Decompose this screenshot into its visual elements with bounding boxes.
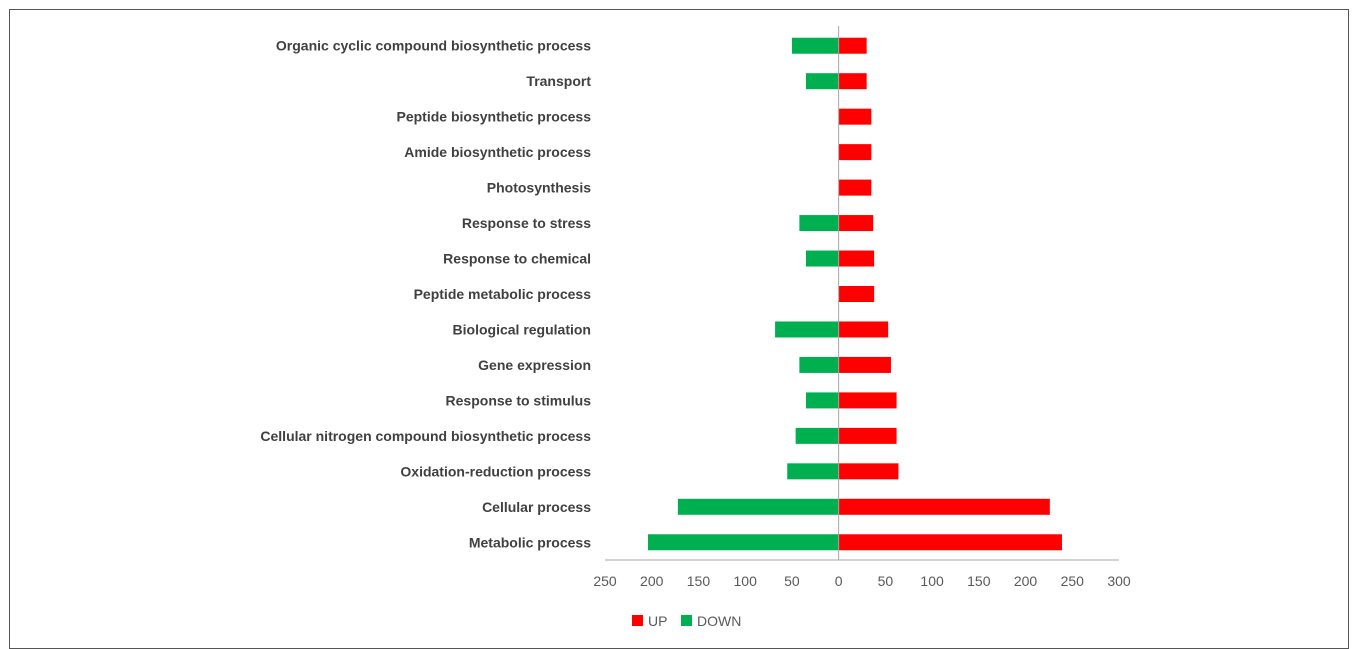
- bar-down-gene-expression: [799, 356, 839, 373]
- bar-down-cellular-process: [677, 498, 839, 515]
- bar-down-metabolic-process: [647, 534, 839, 551]
- category-label-cellular-process: Cellular process: [482, 499, 591, 515]
- category-label-response-to-chemical: Response to chemical: [443, 251, 591, 267]
- bar-down-response-to-stimulus: [805, 392, 839, 409]
- category-label-cellular-nitrogen-compound-biosynthetic-process: Cellular nitrogen compound biosynthetic …: [260, 428, 591, 444]
- x-tick-label: 0: [835, 573, 843, 589]
- bar-up-cellular-nitrogen-compound-biosynthetic-process: [838, 427, 897, 444]
- bar-down-response-to-chemical: [805, 250, 839, 267]
- bar-up-photosynthesis: [838, 179, 872, 196]
- x-tick-label: 150: [687, 573, 711, 589]
- bar-up-amide-biosynthetic-process: [838, 144, 872, 161]
- category-label-biological-regulation: Biological regulation: [453, 321, 591, 337]
- x-tick-label: 50: [784, 573, 800, 589]
- bar-up-peptide-biosynthetic-process: [838, 108, 872, 125]
- x-tick-label: 200: [640, 573, 664, 589]
- go-enrichment-bar-chart: Organic cyclic compound biosynthetic pro…: [260, 26, 1131, 628]
- bar-down-response-to-stress: [799, 215, 839, 232]
- bar-up-response-to-stress: [838, 215, 874, 232]
- category-label-gene-expression: Gene expression: [478, 357, 591, 373]
- legend-label-up: UP: [648, 613, 667, 628]
- x-tick-label: 250: [593, 573, 617, 589]
- bar-down-oxidation-reduction-process: [787, 463, 839, 480]
- category-label-transport: Transport: [526, 73, 591, 89]
- x-tick-labels: 250 200 150 100 50 0 50 100 150 200 250 300: [593, 573, 1131, 589]
- bar-up-gene-expression: [838, 356, 891, 373]
- bar-down-biological-regulation: [775, 321, 839, 338]
- category-label-organic-cyclic-compound-biosynthetic-process: Organic cyclic compound biosynthetic pro…: [276, 38, 591, 54]
- bars-layer: [647, 37, 1062, 551]
- category-label-peptide-biosynthetic-process: Peptide biosynthetic process: [397, 109, 592, 125]
- bar-up-organic-cyclic-compound-biosynthetic-process: [838, 37, 867, 54]
- category-label-peptide-metabolic-process: Peptide metabolic process: [414, 286, 592, 302]
- bar-down-cellular-nitrogen-compound-biosynthetic-process: [795, 427, 839, 444]
- legend: UP DOWN: [632, 613, 741, 628]
- bar-down-organic-cyclic-compound-biosynthetic-process: [791, 37, 839, 54]
- bar-up-response-to-stimulus: [838, 392, 897, 409]
- bar-up-biological-regulation: [838, 321, 889, 338]
- category-label-metabolic-process: Metabolic process: [469, 534, 591, 550]
- legend-swatch-down: [681, 615, 692, 626]
- category-label-response-to-stimulus: Response to stimulus: [446, 392, 592, 408]
- bar-down-transport: [805, 73, 839, 90]
- x-tick-label: 150: [967, 573, 991, 589]
- bar-up-cellular-process: [838, 498, 1050, 515]
- x-tick-label: 100: [920, 573, 944, 589]
- x-tick-label: 200: [1014, 573, 1038, 589]
- bar-up-transport: [838, 73, 867, 90]
- bar-up-peptide-metabolic-process: [838, 286, 875, 302]
- bar-up-metabolic-process: [838, 534, 1062, 551]
- x-tick-label: 100: [734, 573, 758, 589]
- bar-up-oxidation-reduction-process: [838, 463, 899, 480]
- category-label-response-to-stress: Response to stress: [462, 215, 591, 231]
- x-tick-label: 300: [1107, 573, 1131, 589]
- category-label-photosynthesis: Photosynthesis: [487, 180, 591, 196]
- category-labels: Organic cyclic compound biosynthetic pro…: [260, 38, 591, 551]
- x-tick-label: 250: [1061, 573, 1085, 589]
- x-tick-label: 50: [878, 573, 894, 589]
- bar-up-response-to-chemical: [838, 250, 875, 267]
- legend-label-down: DOWN: [697, 613, 741, 628]
- category-label-amide-biosynthetic-process: Amide biosynthetic process: [404, 144, 591, 160]
- legend-swatch-up: [632, 615, 643, 626]
- category-label-oxidation-reduction-process: Oxidation-reduction process: [400, 463, 591, 479]
- axes-layer: [605, 26, 1119, 561]
